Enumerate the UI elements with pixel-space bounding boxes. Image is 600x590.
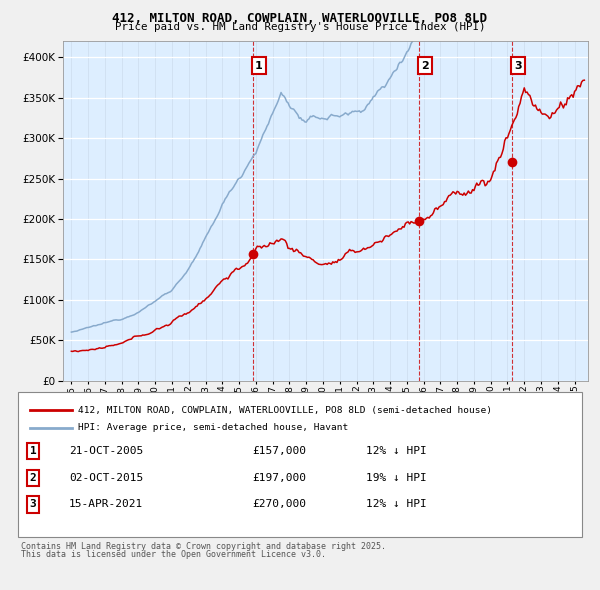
Text: 412, MILTON ROAD, COWPLAIN, WATERLOOVILLE, PO8 8LD: 412, MILTON ROAD, COWPLAIN, WATERLOOVILL…	[113, 12, 487, 25]
Text: 3: 3	[514, 61, 522, 71]
Text: 15-APR-2021: 15-APR-2021	[69, 500, 143, 509]
Text: £197,000: £197,000	[252, 473, 306, 483]
Text: 412, MILTON ROAD, COWPLAIN, WATERLOOVILLE, PO8 8LD (semi-detached house): 412, MILTON ROAD, COWPLAIN, WATERLOOVILL…	[78, 405, 492, 415]
Text: 1: 1	[255, 61, 262, 71]
Text: £270,000: £270,000	[252, 500, 306, 509]
Text: 1: 1	[29, 447, 37, 456]
Text: 2: 2	[421, 61, 429, 71]
Text: This data is licensed under the Open Government Licence v3.0.: This data is licensed under the Open Gov…	[21, 550, 326, 559]
Text: £157,000: £157,000	[252, 447, 306, 456]
Text: HPI: Average price, semi-detached house, Havant: HPI: Average price, semi-detached house,…	[78, 423, 348, 432]
Text: Contains HM Land Registry data © Crown copyright and database right 2025.: Contains HM Land Registry data © Crown c…	[21, 542, 386, 550]
Text: Price paid vs. HM Land Registry's House Price Index (HPI): Price paid vs. HM Land Registry's House …	[115, 22, 485, 32]
Text: 21-OCT-2005: 21-OCT-2005	[69, 447, 143, 456]
Text: 2: 2	[29, 473, 37, 483]
Text: 3: 3	[29, 500, 37, 509]
Text: 19% ↓ HPI: 19% ↓ HPI	[366, 473, 427, 483]
Text: 12% ↓ HPI: 12% ↓ HPI	[366, 500, 427, 509]
Text: 02-OCT-2015: 02-OCT-2015	[69, 473, 143, 483]
Text: 12% ↓ HPI: 12% ↓ HPI	[366, 447, 427, 456]
